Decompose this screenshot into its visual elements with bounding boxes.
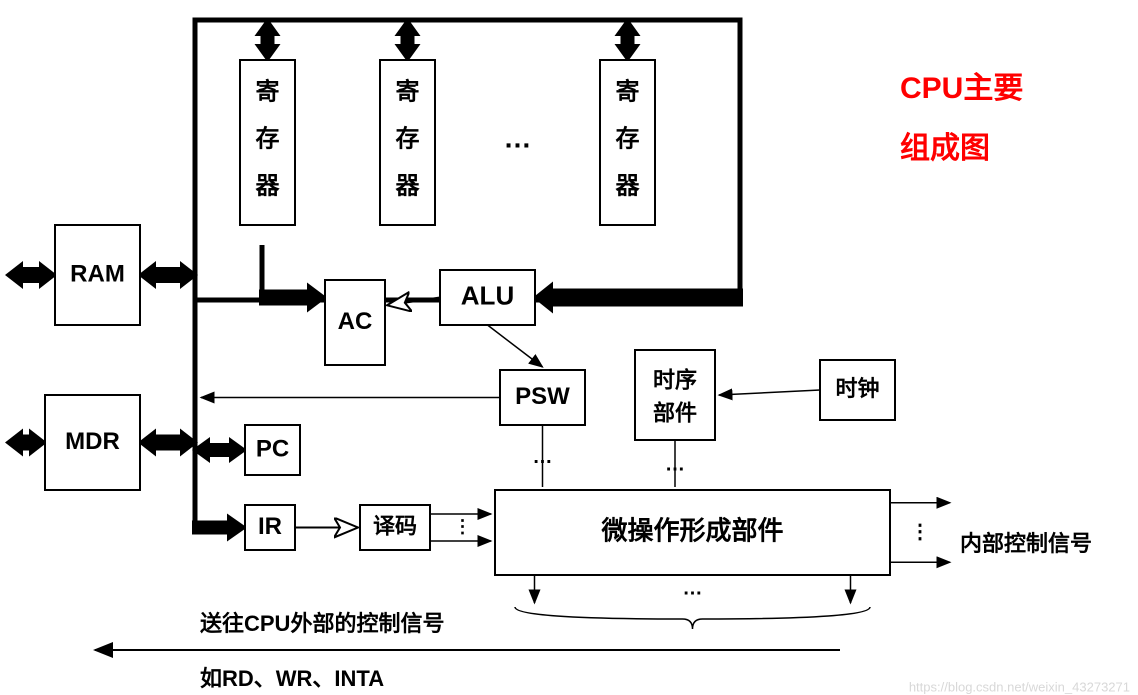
svg-text:存: 存: [396, 125, 420, 152]
svg-text:如RD、WR、INTA: 如RD、WR、INTA: [200, 666, 384, 691]
svg-text:⋮: ⋮: [910, 521, 930, 543]
svg-text:微操作形成部件: 微操作形成部件: [600, 515, 783, 545]
svg-text:https://blog.csdn.net/weixin_4: https://blog.csdn.net/weixin_43273271: [909, 679, 1130, 694]
svg-text:AC: AC: [338, 308, 373, 335]
svg-text:寄: 寄: [616, 77, 640, 105]
svg-text:⋮: ⋮: [454, 516, 472, 536]
svg-text:部件: 部件: [653, 401, 697, 426]
svg-text:…: …: [683, 577, 703, 599]
svg-text:时序: 时序: [653, 367, 697, 392]
svg-text:ALU: ALU: [461, 280, 514, 310]
svg-text:时钟: 时钟: [835, 376, 879, 401]
svg-text:…: …: [533, 446, 553, 468]
svg-text:CPU主要: CPU主要: [900, 72, 1023, 105]
svg-text:器: 器: [255, 173, 281, 200]
svg-text:组成图: 组成图: [900, 131, 990, 165]
svg-text:MDR: MDR: [65, 428, 120, 455]
svg-text:存: 存: [616, 125, 640, 152]
svg-text:PSW: PSW: [515, 383, 570, 410]
svg-text:内部控制信号: 内部控制信号: [960, 531, 1092, 556]
svg-text:寄: 寄: [396, 77, 420, 105]
svg-text:PC: PC: [256, 435, 289, 462]
timing-box: [635, 350, 715, 440]
svg-text:…: …: [504, 122, 532, 153]
svg-text:IR: IR: [258, 513, 282, 540]
svg-text:RAM: RAM: [70, 260, 125, 287]
svg-text:送往CPU外部的控制信号: 送往CPU外部的控制信号: [200, 611, 444, 636]
svg-text:…: …: [665, 453, 685, 475]
svg-text:器: 器: [395, 173, 421, 200]
svg-text:译码: 译码: [373, 513, 417, 538]
svg-text:器: 器: [615, 173, 641, 200]
svg-text:存: 存: [256, 125, 280, 152]
svg-text:寄: 寄: [256, 77, 280, 105]
